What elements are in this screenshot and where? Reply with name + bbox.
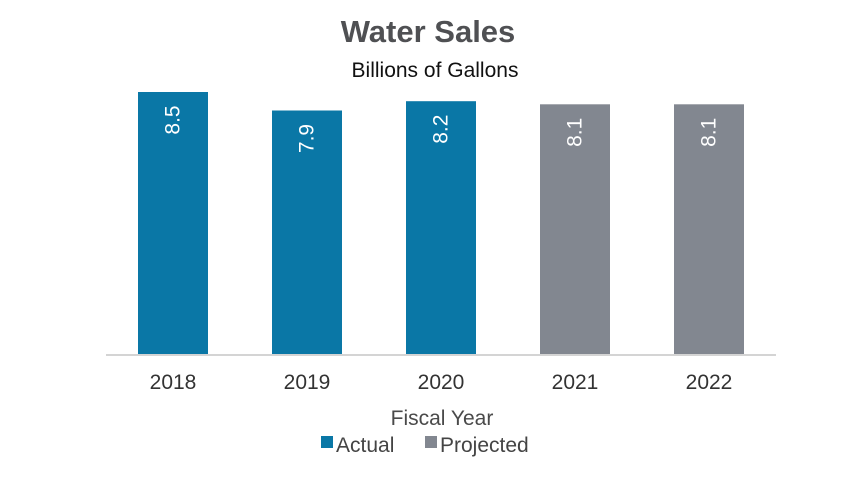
legend-swatch-projected [425, 436, 437, 448]
x-tick-label-2020: 2020 [418, 371, 465, 394]
x-tick-label-2021: 2021 [552, 371, 599, 394]
data-label-2020: 8.2 [430, 115, 453, 144]
x-axis-label: Fiscal Year [391, 407, 494, 430]
legend-swatch-actual [321, 436, 333, 448]
bar-2019 [272, 110, 342, 354]
legend-label-actual: Actual [336, 434, 394, 457]
x-tick-label-2018: 2018 [150, 371, 197, 394]
legend-label-projected: Projected [440, 434, 529, 457]
data-label-2019: 7.9 [295, 124, 318, 153]
bar-2020 [406, 101, 476, 354]
data-label-2022: 8.1 [698, 118, 721, 147]
data-labels-group: 8.5 7.9 8.2 8.1 8.1 [162, 105, 721, 153]
chart-title: Water Sales [341, 14, 516, 49]
bar-2018 [138, 92, 208, 354]
bar-2021 [540, 104, 610, 354]
data-label-2018: 8.5 [162, 105, 185, 134]
bar-2022 [674, 104, 744, 354]
bars-group [138, 92, 744, 354]
legend: Actual Projected [321, 434, 529, 457]
chart-subtitle: Billions of Gallons [352, 59, 519, 82]
data-label-2021: 8.1 [564, 118, 587, 147]
x-tick-labels-group: 2018 2019 2020 2021 2022 [150, 371, 733, 394]
x-tick-label-2022: 2022 [686, 371, 733, 394]
x-tick-label-2019: 2019 [284, 371, 331, 394]
